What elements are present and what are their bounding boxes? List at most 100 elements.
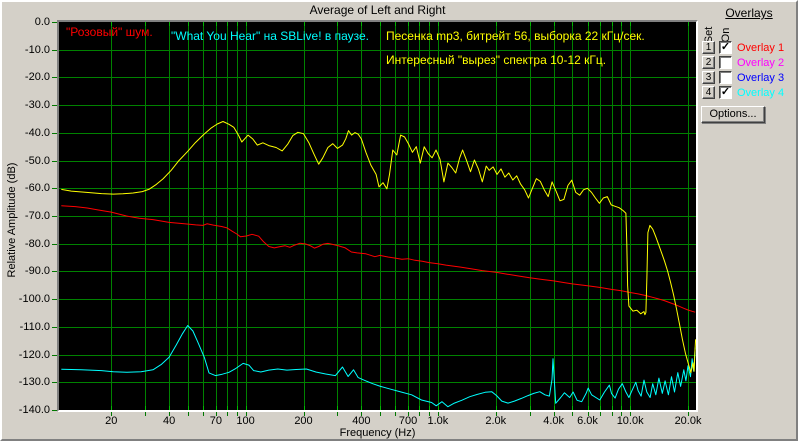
x-tick-label: 10.0k — [616, 415, 644, 427]
y-tick-mark — [52, 77, 57, 79]
annotation-2: Песенка mp3, битрейт 56, выборка 22 кГц/… — [386, 29, 645, 43]
y-tick-label: -130.0 — [18, 376, 50, 389]
x-tick-mark — [496, 412, 497, 416]
x-tick-label: 4.0k — [543, 415, 565, 427]
overlay-set-button-2[interactable]: 2 — [702, 56, 715, 69]
y-tick-label: -10.0 — [24, 43, 50, 56]
overlay-row-1: 1 ✓ Overlay 1 — [702, 41, 784, 54]
annotation-1: "What You Hear" на SBLive! в паузе. — [171, 29, 370, 43]
chart-title: Average of Left and Right — [309, 3, 446, 17]
series-2 — [61, 121, 696, 374]
y-tick-mark — [52, 299, 57, 301]
y-tick-mark — [52, 410, 57, 411]
y-tick-mark — [52, 105, 57, 107]
y-tick-label: -70.0 — [24, 210, 50, 222]
x-tick-mark — [227, 412, 228, 416]
series-0 — [61, 205, 696, 313]
y-tick-label: -60.0 — [24, 182, 50, 195]
spectrum-plot-svg — [59, 22, 696, 410]
y-tick-mark — [52, 22, 57, 23]
overlay-label-1: Overlay 1 — [737, 41, 785, 54]
y-tick-label: -80.0 — [24, 237, 50, 250]
x-tick-mark — [530, 412, 531, 416]
y-tick-mark — [52, 271, 57, 273]
x-tick-mark — [169, 412, 170, 416]
annotation-3: Интересный "вырез" спектра 10-12 кГц. — [386, 53, 607, 67]
x-tick-label: 20.0k — [674, 415, 702, 427]
plot-area: "Розовый" шум. "What You Hear" на SBLive!… — [57, 20, 698, 412]
overlay-row-3: 3 Overlay 3 — [702, 71, 784, 84]
overlay-set-button-4[interactable]: 4 — [702, 86, 715, 99]
x-tick-label: 70 — [209, 415, 222, 427]
y-tick-mark — [52, 160, 57, 162]
x-tick-mark — [419, 412, 420, 416]
y-tick-label: -30.0 — [24, 99, 50, 112]
x-tick-label: 700 — [398, 415, 418, 427]
overlay-row-4: 4 ✓ Overlay 4 — [702, 86, 784, 99]
y-tick-mark — [52, 49, 57, 51]
x-tick-label: 1.0k — [427, 415, 449, 427]
x-tick-mark — [216, 412, 217, 416]
y-tick-mark — [52, 354, 57, 356]
y-tick-label: -40.0 — [24, 126, 50, 139]
x-tick-mark — [337, 412, 338, 416]
x-tick-mark — [111, 412, 112, 416]
x-tick-mark — [361, 412, 362, 416]
x-tick-label: 6.0k — [577, 415, 598, 427]
x-tick-label: 2.0k — [485, 415, 507, 427]
y-tick-mark — [52, 382, 57, 384]
y-tick-label: 0.0 — [34, 16, 50, 28]
overlay-label-3: Overlay 3 — [737, 71, 785, 84]
x-tick-mark — [554, 412, 555, 416]
x-tick-mark — [600, 412, 601, 416]
x-tick-label: 20 — [105, 415, 118, 427]
x-tick-mark — [630, 412, 631, 416]
x-tick-mark — [688, 412, 689, 416]
x-tick-mark — [380, 412, 381, 416]
y-tick-label: -140.0 — [18, 404, 50, 416]
x-tick-mark — [203, 412, 204, 416]
y-tick-label: -50.0 — [24, 154, 50, 167]
annotation-0: "Розовый" шум. — [66, 25, 153, 39]
overlay-on-checkbox-1[interactable]: ✓ — [719, 41, 732, 54]
overlays-heading: Overlays — [725, 6, 773, 20]
overlay-row-2: 2 Overlay 2 — [702, 56, 784, 69]
x-tick-mark — [237, 412, 238, 416]
x-tick-mark — [429, 412, 430, 416]
y-tick-label: -110.0 — [19, 320, 50, 333]
y-tick-mark — [52, 188, 57, 190]
overlay-on-checkbox-2[interactable] — [719, 56, 732, 69]
overlay-set-button-3[interactable]: 3 — [702, 71, 715, 84]
x-tick-mark — [188, 412, 189, 416]
x-axis-title: Frequency (Hz) — [339, 427, 416, 439]
y-tick-mark — [52, 243, 57, 245]
x-tick-mark — [304, 412, 305, 416]
overlay-label-4: Overlay 4 — [737, 86, 785, 99]
y-tick-mark — [52, 326, 57, 328]
y-tick-mark — [52, 216, 57, 217]
overlay-on-checkbox-4[interactable]: ✓ — [719, 86, 732, 99]
x-tick-mark — [621, 412, 622, 416]
y-tick-mark — [52, 132, 57, 134]
x-tick-label: 100 — [236, 415, 255, 427]
x-tick-mark — [408, 412, 409, 416]
overlay-on-checkbox-3[interactable] — [719, 71, 732, 84]
y-tick-label: -20.0 — [24, 71, 50, 84]
x-tick-mark — [246, 412, 247, 416]
x-tick-mark — [588, 412, 589, 416]
x-tick-mark — [145, 412, 146, 416]
options-button[interactable]: Options... — [701, 106, 765, 123]
x-tick-mark — [572, 412, 573, 416]
series-1 — [61, 325, 696, 408]
y-tick-label: -90.0 — [24, 265, 50, 278]
y-tick-label: -120.0 — [18, 348, 50, 361]
x-tick-mark — [395, 412, 396, 416]
y-tick-label: -100.0 — [18, 293, 50, 306]
x-tick-label: 200 — [294, 415, 313, 427]
overlay-rows: 1 ✓ Overlay 1 2 Overlay 2 3 Overlay 3 4 ✓ Overlay… — [702, 41, 784, 101]
x-tick-label: 40 — [162, 415, 176, 427]
x-tick-mark — [438, 412, 439, 416]
overlay-set-button-1[interactable]: 1 — [702, 41, 715, 54]
x-tick-mark — [612, 412, 613, 416]
